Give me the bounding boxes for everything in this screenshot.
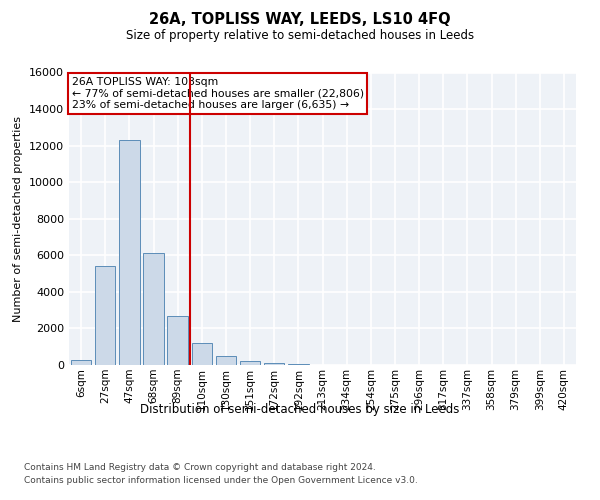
Bar	[240, 362, 260, 365]
Bar	[191, 343, 212, 365]
Text: Contains HM Land Registry data © Crown copyright and database right 2024.: Contains HM Land Registry data © Crown c…	[24, 462, 376, 471]
Text: 26A, TOPLISS WAY, LEEDS, LS10 4FQ: 26A, TOPLISS WAY, LEEDS, LS10 4FQ	[149, 12, 451, 28]
Bar	[264, 363, 284, 365]
Bar	[288, 364, 308, 365]
Bar	[119, 140, 140, 365]
Bar	[215, 356, 236, 365]
Y-axis label: Number of semi-detached properties: Number of semi-detached properties	[13, 116, 23, 322]
Bar	[71, 360, 91, 365]
Text: Size of property relative to semi-detached houses in Leeds: Size of property relative to semi-detach…	[126, 29, 474, 42]
Text: Contains public sector information licensed under the Open Government Licence v3: Contains public sector information licen…	[24, 476, 418, 485]
Text: 26A TOPLISS WAY: 103sqm
← 77% of semi-detached houses are smaller (22,806)
23% o: 26A TOPLISS WAY: 103sqm ← 77% of semi-de…	[71, 77, 364, 110]
Bar	[167, 316, 188, 365]
Bar	[143, 254, 164, 365]
Text: Distribution of semi-detached houses by size in Leeds: Distribution of semi-detached houses by …	[140, 402, 460, 415]
Bar	[95, 266, 115, 365]
